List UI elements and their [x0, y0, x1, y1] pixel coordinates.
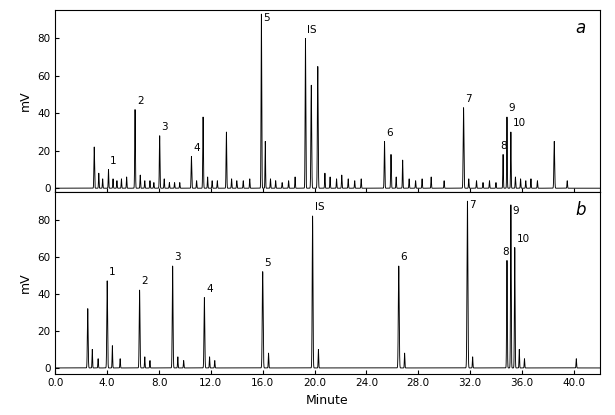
Text: 7: 7 — [469, 200, 476, 210]
Text: 1: 1 — [109, 267, 116, 277]
Text: 10: 10 — [513, 118, 526, 128]
Text: 3: 3 — [162, 122, 169, 132]
Text: 2: 2 — [137, 96, 144, 106]
Text: 9: 9 — [508, 103, 515, 113]
Text: 5: 5 — [264, 258, 271, 268]
Text: 9: 9 — [512, 206, 519, 216]
Text: 7: 7 — [466, 94, 472, 104]
Text: IS: IS — [314, 203, 324, 212]
Text: 6: 6 — [401, 252, 407, 262]
Text: 2: 2 — [141, 276, 148, 286]
Text: 1: 1 — [109, 156, 116, 166]
Text: IS: IS — [308, 25, 317, 35]
Text: 3: 3 — [175, 252, 181, 262]
Text: a: a — [576, 20, 586, 37]
Text: 10: 10 — [517, 234, 530, 244]
Text: 8: 8 — [500, 141, 507, 151]
Text: b: b — [576, 201, 586, 219]
Text: 8: 8 — [502, 247, 509, 257]
Text: 4: 4 — [206, 284, 213, 294]
Y-axis label: mV: mV — [19, 91, 32, 112]
Text: 4: 4 — [193, 143, 200, 153]
X-axis label: Minute: Minute — [306, 394, 349, 407]
Text: 6: 6 — [386, 128, 393, 138]
Y-axis label: mV: mV — [19, 272, 32, 293]
Text: 5: 5 — [263, 13, 269, 24]
